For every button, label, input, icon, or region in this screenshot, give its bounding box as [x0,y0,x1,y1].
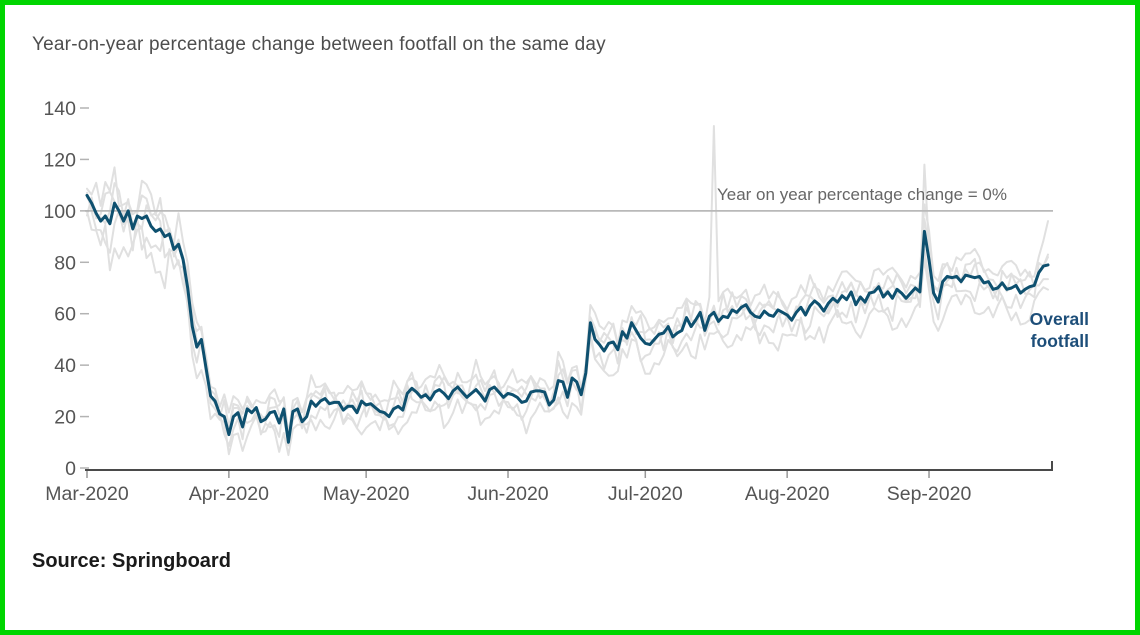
y-axis-label: 140 [43,98,76,120]
zero-reference-label: Year on year percentage change = 0% [716,185,1007,204]
y-axis-label: 40 [54,355,76,377]
y-axis-label: 60 [54,304,76,326]
overall-footfall-line [85,193,1050,444]
y-axis-label: 0 [65,458,76,480]
x-axis-label: Jul-2020 [608,483,683,505]
x-axis-label: Sep-2020 [887,483,972,505]
source-attribution: Source: Springboard [32,550,231,572]
x-axis-label: Mar-2020 [45,483,129,505]
x-axis-label: Apr-2020 [189,483,269,505]
x-axis-label: Aug-2020 [745,483,830,505]
background-comparison-line [86,210,1049,457]
background-comparison-line [86,163,1049,435]
background-comparison-line [86,125,1049,438]
chart-title: Year-on-year percentage change between f… [32,34,606,55]
overall-footfall-series-label: Overall footfall [1030,308,1089,352]
y-axis-label: 20 [54,407,76,429]
series-label-line2: footfall [1030,331,1089,351]
series-label-line1: Overall [1029,309,1089,329]
x-axis-label: Jun-2020 [467,483,548,505]
background-comparison-line [86,191,1049,447]
y-axis-label: 100 [43,201,76,223]
y-axis-label: 120 [43,149,76,171]
x-axis-label: May-2020 [323,483,410,505]
y-axis-label: 80 [54,252,76,274]
